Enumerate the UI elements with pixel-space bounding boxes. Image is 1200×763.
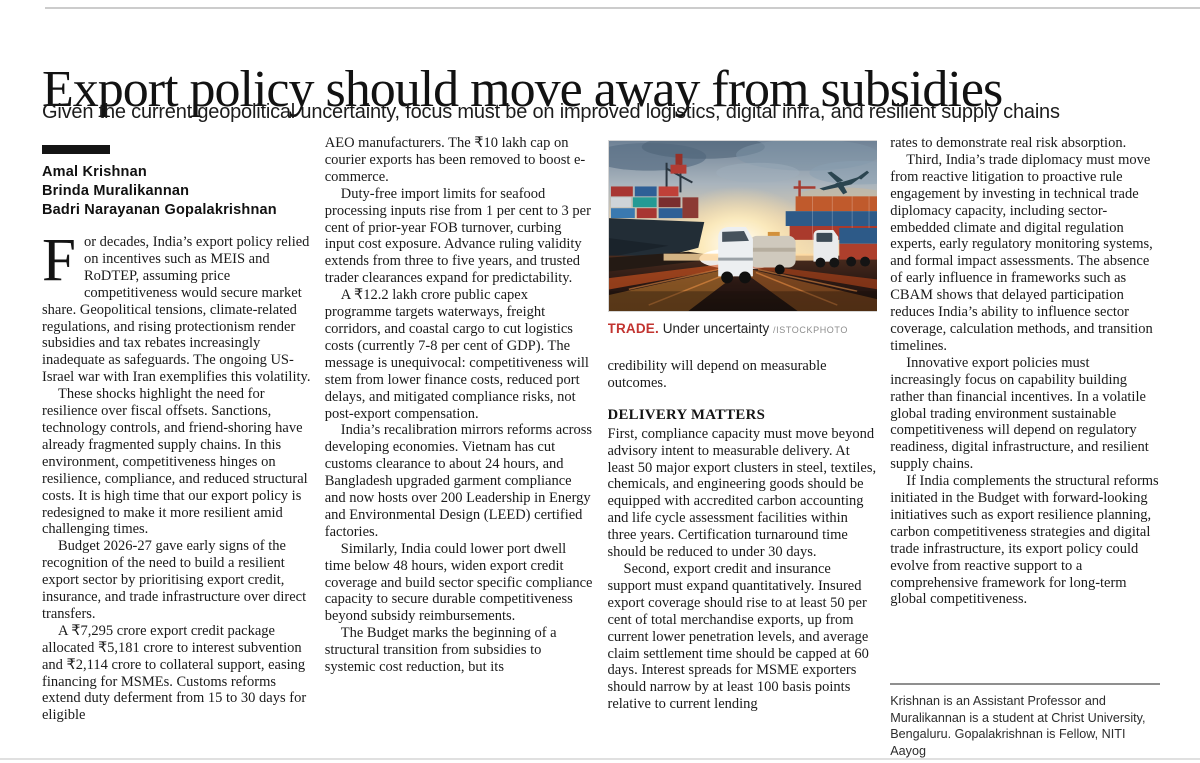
author-name: Badri Narayanan Gopalakrishnan bbox=[42, 202, 277, 218]
body-paragraph: If India complements the structural refo… bbox=[890, 473, 1159, 608]
road-light-trails bbox=[608, 261, 877, 311]
top-rule bbox=[45, 7, 1200, 9]
article-columns: Amal Krishnan Brinda Muralikannan Badri … bbox=[42, 135, 1160, 759]
foreground-shadow bbox=[608, 291, 877, 311]
body-paragraph: Similarly, India could lower port dwell … bbox=[324, 540, 593, 625]
byline-kicker-bar bbox=[42, 145, 110, 154]
column-2: AEO manufacturers. The ₹10 lakh cap on c… bbox=[325, 135, 595, 759]
author-name: Amal Krishnan bbox=[42, 164, 147, 180]
body-paragraph: credibility will depend on measurable ou… bbox=[607, 358, 827, 391]
drop-cap: F bbox=[42, 227, 76, 294]
body-paragraph: First, compliance capacity must move bey… bbox=[607, 425, 877, 561]
byline-block: Amal Krishnan Brinda Muralikannan Badri … bbox=[42, 145, 312, 220]
section-heading: DELIVERY MATTERS bbox=[607, 406, 766, 423]
author-name: Brinda Muralikannan bbox=[42, 183, 190, 199]
airplane-icon bbox=[818, 170, 869, 195]
column-1: Amal Krishnan Brinda Muralikannan Badri … bbox=[42, 135, 312, 759]
column-4: rates to demonstrate real risk absorptio… bbox=[890, 135, 1160, 759]
body-paragraph: These shocks highlight the need for resi… bbox=[42, 386, 308, 538]
body-paragraph: India’s recalibration mirrors reforms ac… bbox=[324, 422, 592, 540]
body-paragraph: The Budget marks the beginning of a stru… bbox=[324, 625, 557, 676]
column-3: TRADE. Under uncertainty /ISTOCKPHOTO cr… bbox=[607, 135, 878, 759]
paragraph-text: or decades, India’s export policy relied… bbox=[42, 234, 311, 386]
caption-kicker: TRADE. bbox=[607, 321, 659, 336]
body-paragraph: Duty-free import limits for seafood proc… bbox=[324, 185, 591, 287]
caption-text: Under uncertainty bbox=[662, 321, 770, 336]
article-standfirst: Given the current geopolitical uncertain… bbox=[42, 101, 1060, 123]
trade-photo bbox=[607, 140, 878, 312]
caption-credit: /ISTOCKPHOTO bbox=[773, 325, 848, 335]
container-ship bbox=[608, 153, 704, 264]
body-paragraph: AEO manufacturers. The ₹10 lakh cap on c… bbox=[324, 135, 586, 185]
truck-icon-right bbox=[812, 227, 877, 268]
trade-photo-illustration bbox=[608, 141, 877, 311]
body-paragraph: Innovative export policies must increasi… bbox=[890, 354, 1149, 473]
body-paragraph: Second, export credit and insurance supp… bbox=[607, 560, 869, 713]
bottom-rule bbox=[0, 758, 1200, 760]
body-paragraph: Third, India’s trade diplomacy must move… bbox=[890, 151, 1153, 354]
article-headline: Export policy should move away from subs… bbox=[42, 60, 1003, 118]
truck-icon-center bbox=[717, 226, 796, 284]
body-paragraph: Budget 2026-27 gave early signs of the r… bbox=[42, 538, 307, 622]
body-paragraph: A ₹12.2 lakh crore public capex programm… bbox=[324, 287, 589, 422]
photo-caption: TRADE. Under uncertainty /ISTOCKPHOTO bbox=[608, 321, 878, 338]
body-paragraph: A ₹7,295 crore export credit package all… bbox=[42, 622, 307, 724]
body-paragraph: rates to demonstrate real risk absorptio… bbox=[890, 135, 1127, 151]
author-footnote: Krishnan is an Assistant Professor and M… bbox=[890, 683, 1160, 759]
trade-photo-figure: TRADE. Under uncertainty /ISTOCKPHOTO bbox=[607, 140, 878, 338]
